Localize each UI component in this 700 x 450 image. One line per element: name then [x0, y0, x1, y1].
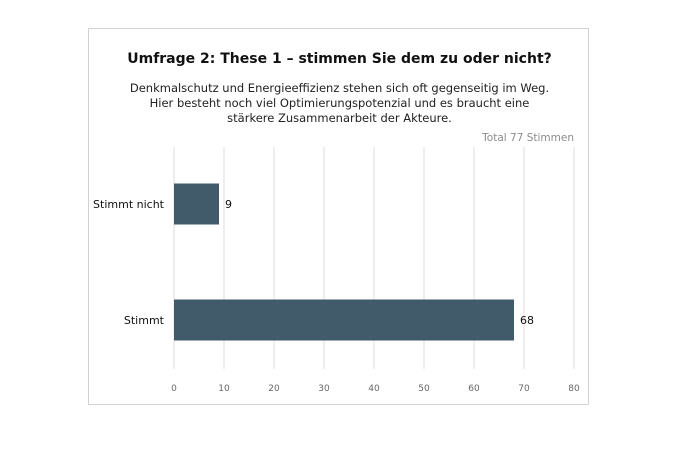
x-tick-label: 20 — [268, 384, 280, 394]
category-label: Stimmt — [124, 314, 165, 327]
x-tick-label: 10 — [218, 384, 230, 394]
bars — [174, 183, 514, 341]
x-tick-label: 0 — [171, 384, 177, 394]
x-tick-label: 60 — [468, 384, 480, 394]
bar — [174, 183, 219, 225]
bar — [174, 299, 514, 341]
x-tick-label: 50 — [418, 384, 430, 394]
x-tick-label: 40 — [368, 384, 380, 394]
chart-subtitle: Denkmalschutz und Energieeffizienz stehe… — [129, 81, 550, 125]
x-tick-label: 30 — [318, 384, 330, 394]
x-tick-label: 70 — [518, 384, 530, 394]
total-votes-label: Total 77 Stimmen — [482, 132, 574, 144]
chart-frame: Umfrage 2: These 1 – stimmen Sie dem zu … — [88, 28, 589, 405]
labels: 0 10 20 30 40 50 60 70 80 Stimmt nicht 9 Stimmt 68 — [93, 198, 580, 394]
value-label: 9 — [225, 198, 232, 211]
chart-title: Umfrage 2: These 1 – stimmen Sie dem zu … — [127, 51, 552, 67]
value-label: 68 — [520, 314, 534, 327]
category-label: Stimmt nicht — [93, 198, 165, 211]
x-tick-label: 80 — [568, 384, 580, 394]
plot-area: 0 10 20 30 40 50 60 70 80 Stimmt nicht 9 Stimmt 68 — [93, 147, 580, 394]
